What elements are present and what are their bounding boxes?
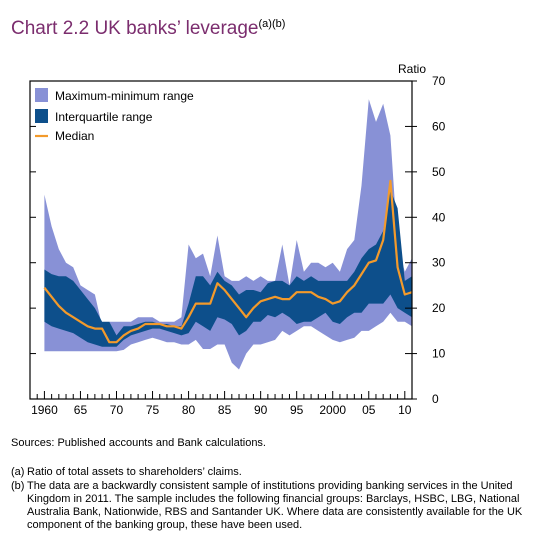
- legend-median-label: Median: [55, 129, 94, 143]
- x-tick-label: 1960: [31, 403, 58, 417]
- sources-note: Sources: Published accounts and Bank cal…: [11, 437, 266, 449]
- x-tick-label: 70: [110, 403, 124, 417]
- legend: Maximum-minimum range Interquartile rang…: [35, 88, 194, 143]
- y-axis-label: Ratio: [398, 62, 426, 76]
- y-tick-label: 0: [432, 392, 439, 406]
- x-tick-label: 85: [218, 403, 232, 417]
- x-tick-label: 2000: [319, 403, 346, 417]
- y-tick-label: 10: [432, 347, 446, 361]
- chart-title-text: UK banks’ leverage: [94, 18, 259, 39]
- footnotes: (a) Ratio of total assets to shareholder…: [11, 466, 531, 533]
- chart-number: Chart 2.2: [11, 18, 90, 39]
- title-footnote-marks: (a)(b): [258, 18, 286, 30]
- y-tick-label: 40: [432, 210, 446, 224]
- x-tick-label: 65: [74, 403, 88, 417]
- footnote-b: (b) The data are a backwardly consistent…: [11, 480, 531, 532]
- legend-iqr-swatch: [35, 109, 48, 123]
- x-tick-label: 75: [146, 403, 160, 417]
- y-tick-label: 70: [432, 74, 446, 88]
- chart-title: Chart 2.2 UK banks’ leverage(a)(b): [11, 18, 285, 40]
- legend-range-label: Maximum-minimum range: [55, 89, 194, 103]
- footnote-b-text: The data are a backwardly consistent sam…: [27, 480, 523, 531]
- footnote-a-label: (a): [11, 466, 25, 478]
- y-tick-label: 50: [432, 165, 446, 179]
- x-tick-label: 10: [398, 403, 412, 417]
- x-tick-label: 05: [362, 403, 376, 417]
- y-tick-label: 60: [432, 119, 446, 133]
- footnote-b-label: (b): [11, 480, 25, 492]
- chart-areas: [43, 99, 413, 370]
- x-tick-label: 80: [182, 403, 196, 417]
- legend-range-swatch: [35, 88, 48, 102]
- median-line: [43, 179, 413, 344]
- footnote-a-text: Ratio of total assets to shareholders’ c…: [27, 466, 242, 478]
- leverage-chart: 0 10 20 30 40 50 60 70 1960 65 70 75 80 85 90 95 2000 05 1…: [29, 62, 446, 417]
- chart-axes: 0 10 20 30 40 50 60 70 1960 65 70 75 80 85 90 95 2000 05 1…: [30, 74, 446, 417]
- footnote-a: (a) Ratio of total assets to shareholder…: [11, 466, 531, 479]
- y-tick-label: 30: [432, 256, 446, 270]
- legend-iqr-label: Interquartile range: [55, 110, 153, 124]
- x-tick-label: 95: [290, 403, 304, 417]
- iqr-band: [44, 190, 413, 347]
- y-tick-label: 20: [432, 301, 446, 315]
- plot-frame: [29, 80, 413, 400]
- x-tick-label: 90: [254, 403, 268, 417]
